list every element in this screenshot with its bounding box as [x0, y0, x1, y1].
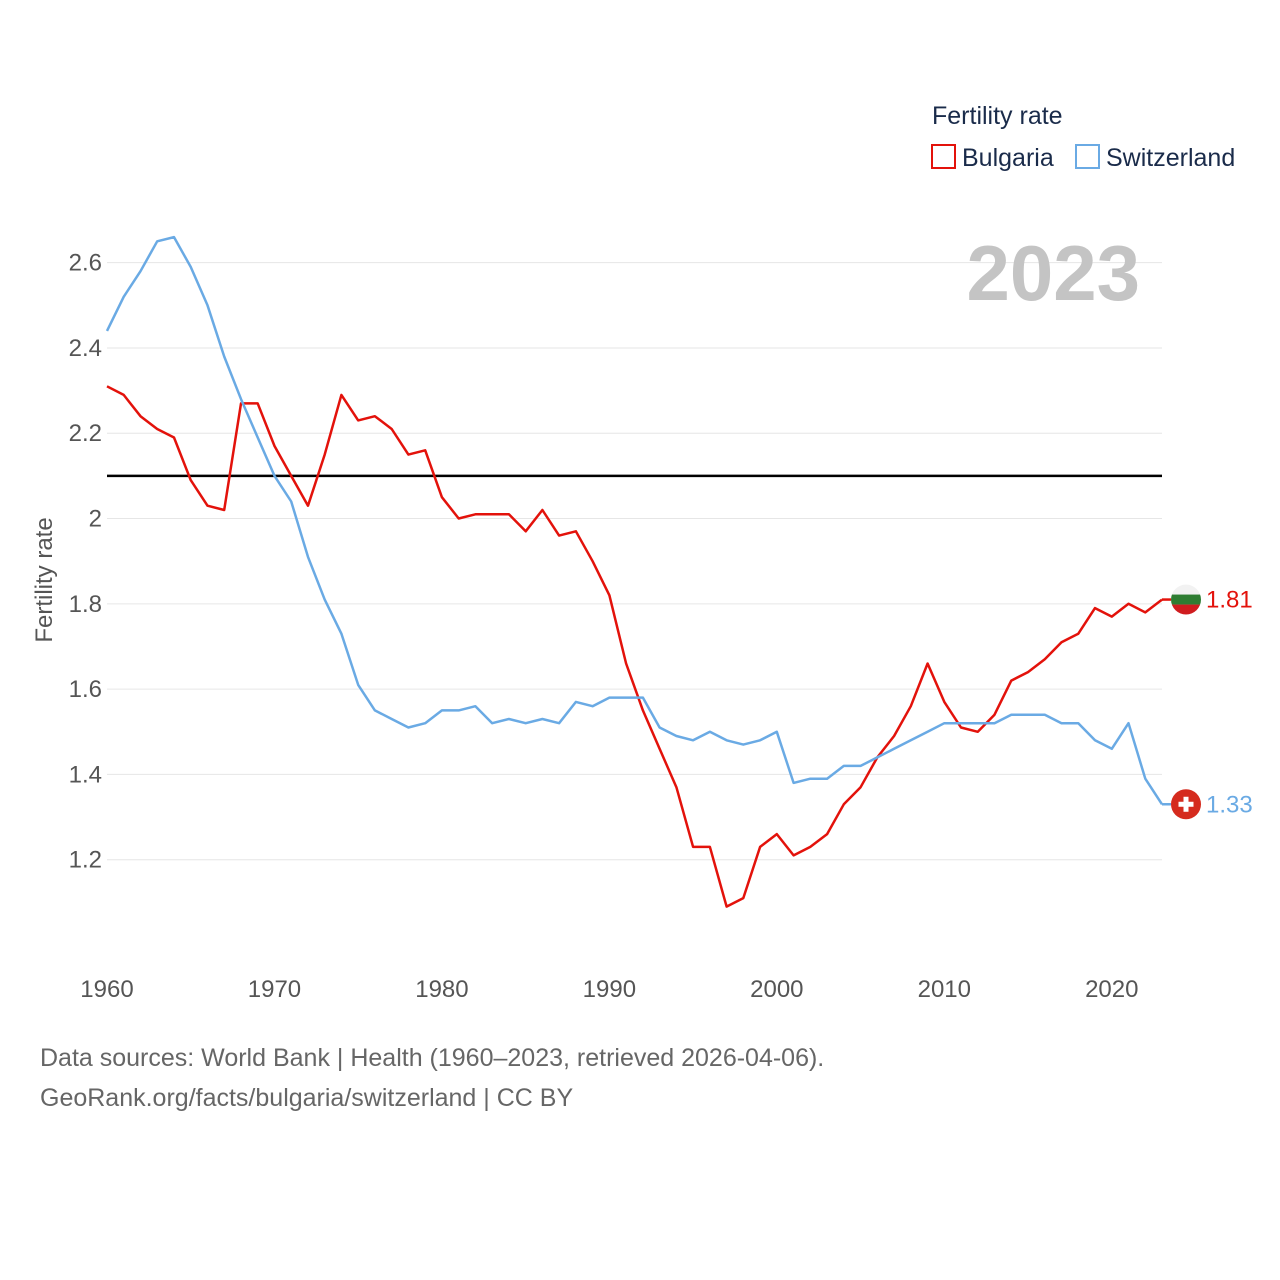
- x-tick-label: 1980: [415, 976, 468, 1003]
- grid-lines: [107, 262, 1162, 861]
- x-tick-label: 2010: [918, 976, 971, 1003]
- series-line-bulgaria: [106, 385, 1163, 908]
- x-tick-label: 1970: [248, 976, 301, 1003]
- y-axis: 1.2 1.4 1.6 1.8 2 2.2 2.4 2.6: [69, 250, 102, 874]
- y-tick-label: 1.8: [69, 591, 102, 618]
- switzerland-flag-icon: [1171, 789, 1201, 820]
- bulgaria-end-value: 1.81: [1206, 587, 1253, 614]
- y-tick-label: 1.4: [69, 761, 102, 788]
- x-tick-label: 2020: [1085, 976, 1138, 1003]
- legend-swatch-switzerland: [1075, 144, 1100, 169]
- y-tick-label: 1.2: [69, 847, 102, 874]
- series-line-switzerland: [105, 235, 1164, 805]
- x-tick-label: 2000: [750, 976, 803, 1003]
- legend-label-switzerland: Switzerland: [1106, 144, 1235, 172]
- y-tick-label: 1.6: [69, 676, 102, 703]
- y-tick-label: 2.2: [69, 420, 102, 447]
- legend-title: Fertility rate: [932, 102, 1063, 130]
- legend-swatch-bulgaria: [931, 144, 956, 169]
- x-tick-label: 1960: [80, 976, 133, 1003]
- footer-attribution[interactable]: GeoRank.org/facts/bulgaria/switzerland |…: [40, 1084, 574, 1112]
- year-label: 2023: [966, 229, 1140, 317]
- x-tick-label: 1990: [583, 976, 636, 1003]
- legend-item-bulgaria[interactable]: Bulgaria: [931, 144, 1054, 172]
- y-axis-title: Fertility rate: [31, 517, 58, 642]
- legend-label-bulgaria: Bulgaria: [962, 144, 1054, 172]
- y-tick-label: 2.6: [69, 250, 102, 277]
- x-axis: 1960 1970 1980 1990 2000 2010 2020: [80, 976, 1138, 1003]
- series-lines: [105, 235, 1171, 908]
- bulgaria-flag-icon: [1171, 584, 1201, 615]
- y-tick-label: 2: [89, 506, 102, 533]
- legend-item-switzerland[interactable]: Switzerland: [1075, 144, 1235, 172]
- footer-sources: Data sources: World Bank | Health (1960–…: [40, 1044, 825, 1072]
- switzerland-end-value: 1.33: [1206, 791, 1253, 818]
- y-tick-label: 2.4: [69, 335, 102, 362]
- legend: Fertility rate Bulgaria Switzerland: [931, 102, 1235, 172]
